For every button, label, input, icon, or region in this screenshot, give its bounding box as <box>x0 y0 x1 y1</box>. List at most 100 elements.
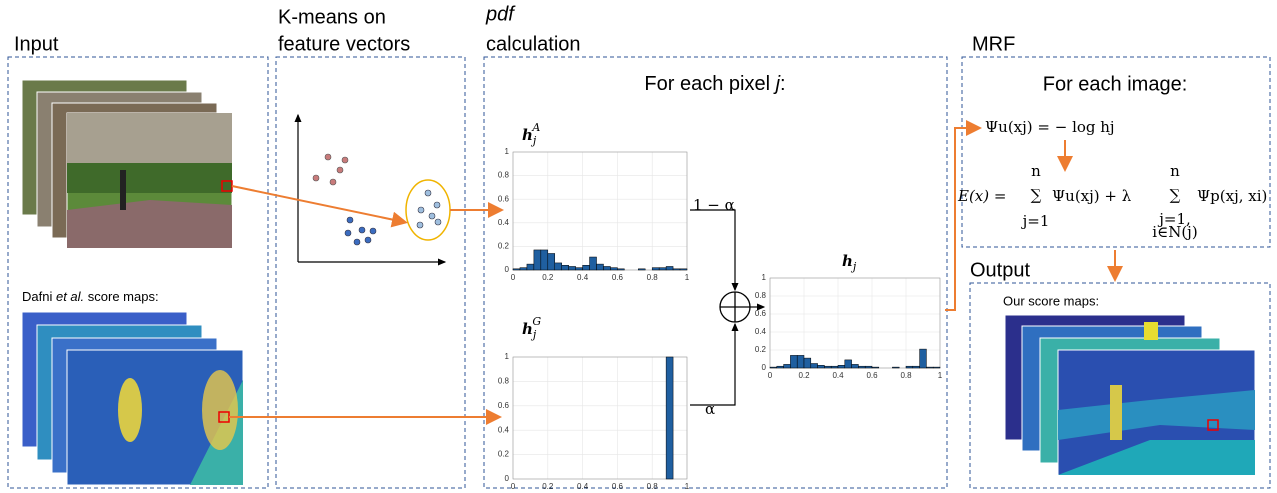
bar <box>837 365 846 369</box>
bar <box>776 365 784 369</box>
x-tick-label: 0 <box>511 273 516 282</box>
bar <box>589 256 597 271</box>
kmeans-box <box>275 56 466 489</box>
bar <box>665 266 674 271</box>
bar <box>892 366 900 369</box>
bar <box>603 266 611 271</box>
y-tick-label: 0.2 <box>498 242 510 251</box>
bar <box>932 366 941 369</box>
title-sub: j <box>530 134 537 147</box>
bar <box>810 363 818 369</box>
pdf-box <box>483 56 948 489</box>
y-tick-label: 0.6 <box>755 309 767 318</box>
bar <box>824 365 832 369</box>
y-tick-label: 1 <box>762 273 767 282</box>
y-tick-label: 1 <box>505 352 510 361</box>
section-label: K-means on <box>278 6 386 28</box>
section-label: calculation <box>486 33 581 55</box>
equation-part: n <box>1170 162 1180 180</box>
equation-part: ∑ <box>1170 186 1181 204</box>
histogram-title: hj <box>842 252 857 273</box>
arrow <box>690 209 739 292</box>
photo-stack <box>21 79 233 249</box>
x-tick-label: 0.2 <box>542 482 554 491</box>
heading-part: For each pixel <box>644 73 775 95</box>
bar <box>610 267 618 271</box>
x-tick-label: 0.6 <box>866 371 878 380</box>
caption-part: et al. <box>56 289 84 304</box>
bar <box>817 365 825 369</box>
y-tick-label: 0.6 <box>498 401 510 410</box>
bar <box>540 249 549 271</box>
plot-area <box>513 357 687 479</box>
bar <box>858 365 866 369</box>
caption-part: score maps: <box>84 289 158 304</box>
title-base: h <box>842 252 853 270</box>
bar <box>638 268 646 271</box>
y-tick-label: 0.8 <box>498 377 510 386</box>
caption-part: Dafni <box>22 289 56 304</box>
y-tick-label: 1 <box>505 147 510 156</box>
bar <box>783 364 791 369</box>
bar <box>919 348 927 369</box>
weight-label: 1 − α <box>693 196 735 214</box>
x-tick-label: 1 <box>938 371 943 380</box>
bar <box>512 268 521 271</box>
bar <box>568 266 576 271</box>
x-tick-label: 0.6 <box>612 482 624 491</box>
title-base: h <box>522 126 533 144</box>
x-tick-label: 0.4 <box>832 371 844 380</box>
bar <box>658 267 667 271</box>
y-tick-label: 0.2 <box>755 345 767 354</box>
equation-part: i∈N(j) <box>1152 223 1197 241</box>
bar <box>519 267 528 271</box>
caption: Our score maps: <box>1003 293 1099 308</box>
heading-part: j <box>773 73 781 95</box>
x-tick-label: 0 <box>511 482 516 491</box>
x-tick-label: 0.8 <box>900 371 912 380</box>
x-tick-label: 0.2 <box>542 273 554 282</box>
bar <box>582 265 590 271</box>
equation-part: Ψu(xj) + λ <box>1052 187 1132 205</box>
title-sub: j <box>530 328 537 341</box>
y-tick-label: 0 <box>505 265 510 274</box>
bar <box>905 365 914 369</box>
section-label: MRF <box>972 33 1015 55</box>
bar <box>526 263 535 271</box>
arrow <box>945 120 982 311</box>
title-sup: G <box>532 315 541 328</box>
bar <box>665 356 674 480</box>
bar <box>617 268 625 271</box>
x-tick-label: 0.6 <box>612 273 624 282</box>
bar <box>912 365 920 369</box>
kmeans-plot <box>294 113 451 266</box>
heading-part: : <box>780 73 786 95</box>
title-sup: A <box>531 121 540 134</box>
input-box <box>7 56 269 489</box>
bar <box>926 366 934 369</box>
heading: For each pixel j: <box>644 73 785 95</box>
equation-part: j=1, <box>1157 210 1191 228</box>
section-label: pdf <box>485 3 516 25</box>
equation-part: Ψp(xj, xi) <box>1197 187 1267 205</box>
y-tick-label: 0 <box>762 363 767 372</box>
y-tick-label: 0 <box>505 474 510 483</box>
bar <box>533 249 542 271</box>
bar <box>769 366 778 369</box>
bar <box>651 267 660 271</box>
x-tick-label: 0.8 <box>647 273 659 282</box>
bar <box>790 355 798 369</box>
bar <box>575 267 583 271</box>
title-base: h <box>522 320 533 338</box>
x-tick-label: 1 <box>685 273 690 282</box>
y-tick-label: 0.8 <box>755 291 767 300</box>
arrow <box>231 185 408 228</box>
heading: For each image: <box>1043 73 1188 95</box>
section-label: feature vectors <box>278 33 410 55</box>
histogram-title: hjA <box>522 121 540 147</box>
y-tick-label: 0.4 <box>498 425 510 434</box>
histogram-title: hjG <box>522 315 541 341</box>
bar <box>796 355 805 369</box>
